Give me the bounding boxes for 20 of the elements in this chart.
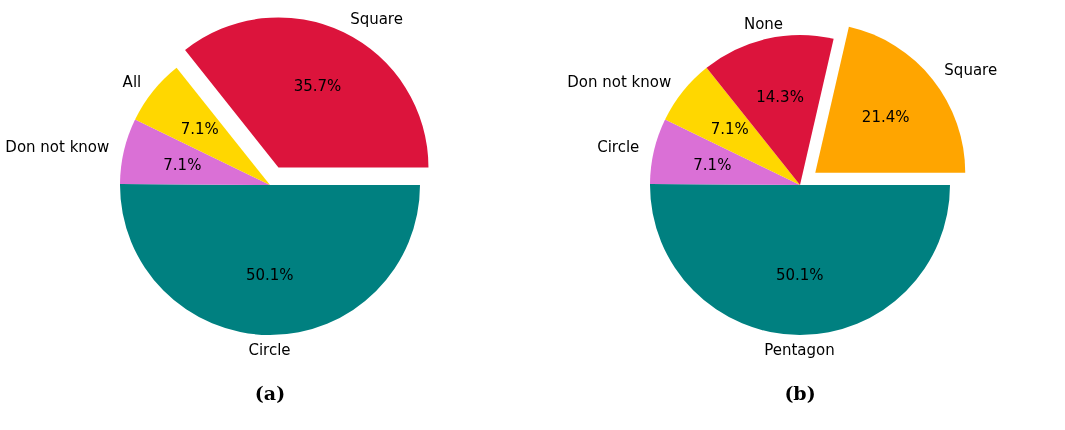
slice-label: Square <box>944 61 998 80</box>
data-label: 21.4% <box>861 107 910 126</box>
slice-label: Pentagon <box>764 341 835 359</box>
slice-label: None <box>743 15 784 34</box>
text: (b) <box>784 382 816 404</box>
text: (a) <box>254 382 286 404</box>
slice-label: Don not know <box>567 72 672 91</box>
data-label: 7.1% <box>693 155 732 174</box>
slice-label: Circle <box>597 138 640 157</box>
data-label: 7.1% <box>163 155 202 174</box>
slice-label: Square <box>350 9 403 28</box>
data-label: 50.1% <box>775 266 824 284</box>
slice-label: All <box>122 72 142 91</box>
data-label: 35.7% <box>293 77 342 96</box>
slice-label: Circle <box>248 341 291 359</box>
slice-label: Don not know <box>5 138 110 157</box>
data-label: 7.1% <box>710 119 749 138</box>
data-label: 50.1% <box>245 266 294 284</box>
data-label: 7.1% <box>180 119 219 138</box>
data-label: 14.3% <box>756 88 804 107</box>
